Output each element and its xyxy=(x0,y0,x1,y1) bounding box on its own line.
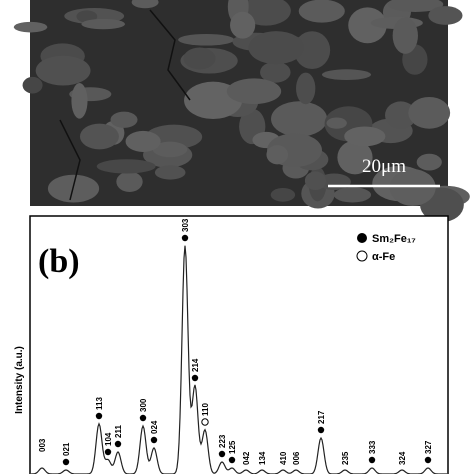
peak-marker xyxy=(150,436,158,444)
legend-marker xyxy=(357,233,367,243)
grain xyxy=(110,111,138,128)
peak-marker xyxy=(139,414,147,422)
grain xyxy=(35,55,91,86)
peak-label: 021 xyxy=(62,442,71,456)
peak-label: 303 xyxy=(181,218,190,232)
grain xyxy=(226,78,282,105)
peak-label: 113 xyxy=(95,397,104,410)
peak-marker xyxy=(181,234,189,242)
peak-label: 327 xyxy=(424,440,433,454)
peak-label: 324 xyxy=(398,451,407,465)
grain xyxy=(81,18,126,30)
legend-marker xyxy=(356,250,368,262)
grain xyxy=(260,61,291,83)
grain xyxy=(96,159,156,174)
peak-marker xyxy=(228,456,236,464)
peak-label: 333 xyxy=(368,440,377,454)
peak-label: 134 xyxy=(258,451,267,465)
grain xyxy=(408,96,451,129)
grain xyxy=(296,72,316,105)
grain xyxy=(230,11,256,39)
grain xyxy=(22,76,43,94)
grain xyxy=(294,31,331,70)
peak-marker xyxy=(191,374,199,382)
peak-label: 104 xyxy=(104,432,113,446)
grain xyxy=(266,145,289,165)
peak-label: 410 xyxy=(279,451,288,465)
grain xyxy=(13,21,48,33)
grain xyxy=(387,0,444,12)
grain xyxy=(270,187,296,202)
grain xyxy=(304,171,326,191)
grain xyxy=(154,165,186,180)
grain xyxy=(321,69,372,81)
xrd-pattern xyxy=(31,245,447,474)
grain xyxy=(333,187,372,203)
peak-marker xyxy=(201,418,209,426)
peak-label: 214 xyxy=(191,358,200,372)
grain xyxy=(271,101,328,137)
grain xyxy=(428,6,463,25)
grain xyxy=(344,126,386,147)
scale-bar-label: 20μm xyxy=(362,156,406,177)
peak-label: 003 xyxy=(38,438,47,452)
peak-label: 217 xyxy=(317,410,326,424)
grain xyxy=(71,83,88,119)
peak-label: 110 xyxy=(201,403,210,416)
grain xyxy=(416,153,442,171)
grain xyxy=(392,17,418,54)
peak-marker xyxy=(424,456,432,464)
peak-label: 235 xyxy=(341,451,350,465)
crack xyxy=(59,9,191,201)
grain xyxy=(131,0,159,9)
grain xyxy=(183,47,216,70)
legend-label: α-Fe xyxy=(372,251,395,263)
peak-marker xyxy=(317,426,325,434)
grain xyxy=(79,123,119,150)
peak-label: 024 xyxy=(150,420,159,434)
grain xyxy=(152,141,188,158)
y-axis-label: Intensity (a.u.) xyxy=(14,346,25,414)
peak-label: 042 xyxy=(242,451,251,465)
peak-marker xyxy=(218,450,226,458)
grain xyxy=(125,130,161,152)
legend-label: Sm₂Fe₁₇ xyxy=(372,233,416,245)
grain xyxy=(178,33,235,46)
sem-image xyxy=(13,0,470,223)
grain xyxy=(248,31,304,65)
grain xyxy=(337,140,373,175)
peak-marker xyxy=(368,456,376,464)
peak-marker xyxy=(62,458,70,466)
grain xyxy=(326,117,347,129)
panel-label: (b) xyxy=(38,243,80,280)
peak-label: 125 xyxy=(228,440,237,454)
peak-marker xyxy=(95,412,103,420)
peak-label: 300 xyxy=(139,398,148,412)
peak-marker xyxy=(114,440,122,448)
peak-label: 006 xyxy=(292,451,301,465)
grain xyxy=(298,0,345,23)
peak-label: 223 xyxy=(218,434,227,448)
grain xyxy=(116,171,143,192)
grain xyxy=(348,7,387,44)
grain xyxy=(385,101,417,129)
peak-marker xyxy=(104,448,112,456)
xrd-frame xyxy=(29,215,449,474)
peak-label: 211 xyxy=(114,425,123,438)
grain xyxy=(389,169,436,206)
